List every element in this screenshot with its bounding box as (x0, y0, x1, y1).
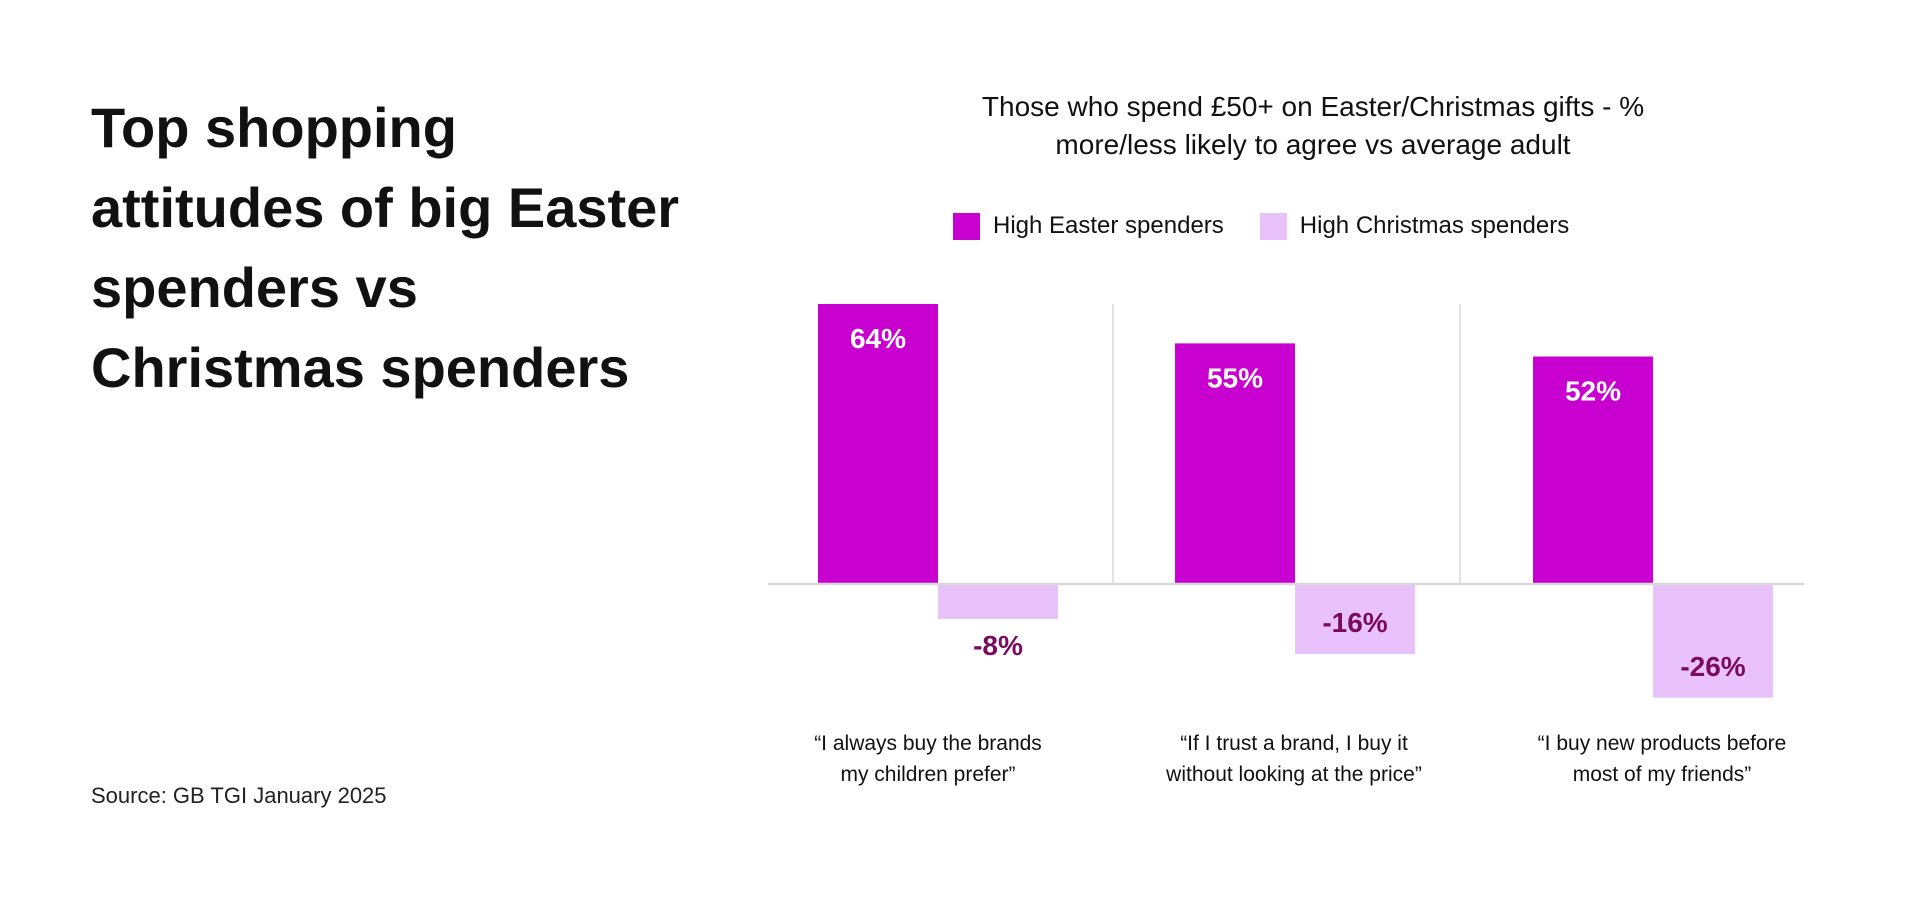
bar (1295, 584, 1415, 654)
category-label-line: my children prefer” (840, 763, 1016, 786)
category-label-line: most of my friends” (1572, 763, 1752, 786)
source-note: Source: GB TGI January 2025 (91, 783, 387, 808)
chart-title: Those who spend £50+ on Easter/Christmas… (880, 88, 1746, 164)
data-label: -16% (1322, 607, 1387, 638)
category-label: “I always buy the brands my children pre… (768, 728, 1088, 790)
chart-title-line: more/less likely to agree vs average adu… (1055, 129, 1571, 160)
bar (938, 584, 1058, 619)
bar (1175, 343, 1295, 584)
category-label-line: “I always buy the brands (814, 732, 1042, 755)
legend-item-easter: High Easter spenders (953, 212, 1224, 240)
bar (818, 304, 938, 584)
data-label: -26% (1680, 651, 1745, 682)
legend-swatch (953, 212, 980, 240)
bar (1533, 356, 1653, 584)
category-label-line: “I buy new products before (1537, 732, 1787, 755)
legend-swatch (1259, 212, 1287, 240)
category-label: “I buy new products before most of my fr… (1502, 728, 1822, 790)
legend-label: High Easter spenders (993, 212, 1224, 239)
headline: Top shopping attitudes of big Easter spe… (91, 96, 680, 399)
legend-item-christmas: High Christmas spenders (1259, 212, 1570, 240)
data-label: 64% (850, 323, 906, 354)
category-label-line: “If I trust a brand, I buy it (1180, 732, 1408, 755)
data-label: 52% (1565, 376, 1621, 407)
bar (1653, 584, 1773, 698)
chart-title-line: Those who spend £50+ on Easter/Christmas… (981, 91, 1645, 122)
category-label-line: without looking at the price” (1166, 763, 1422, 786)
data-label: -8% (973, 630, 1023, 661)
data-label: 55% (1207, 362, 1263, 393)
legend-label: High Christmas spenders (1299, 212, 1570, 239)
legend: High Easter spenders High Christmas spen… (953, 212, 1605, 240)
category-label: “If I trust a brand, I buy it without lo… (1134, 728, 1454, 790)
